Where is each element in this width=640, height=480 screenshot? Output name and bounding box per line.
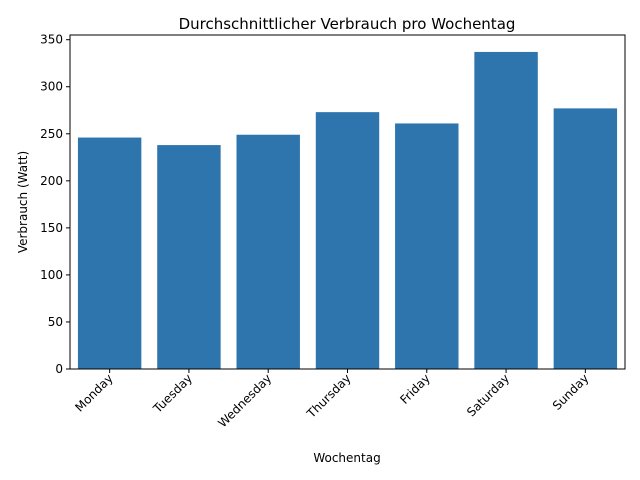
x-tick-label-saturday: Saturday [464,371,512,419]
x-axis: Monday Tuesday Wednesday Thursday Friday Satu… [72,369,591,430]
y-axis-label: Verbrauch (Watt) [16,151,30,253]
y-tick-label-300: 300 [40,80,63,94]
x-tick-label-tuesday: Tuesday [150,371,195,416]
y-tick-label-250: 250 [40,127,63,141]
bar-wednesday [236,134,300,369]
x-tick-label-thursday: Thursday [304,371,354,421]
bar-sunday [553,108,618,369]
bar-thursday [315,112,380,369]
bar-tuesday [157,145,221,369]
y-tick-label-0: 0 [55,362,63,376]
y-tick-label-200: 200 [40,174,63,188]
chart-title: Durchschnittlicher Verbrauch pro Wochent… [179,15,516,33]
bar-friday [395,123,459,369]
y-tick-label-100: 100 [40,268,63,282]
y-tick-label-150: 150 [40,221,63,235]
y-axis: 0 50 100 150 200 250 300 350 [40,33,70,376]
bars-group [77,51,618,369]
x-axis-label: Wochentag [313,451,380,465]
y-tick-label-350: 350 [40,33,63,47]
y-tick-label-50: 50 [48,315,63,329]
x-tick-label-monday: Monday [72,371,115,414]
x-tick-label-friday: Friday [397,371,433,407]
x-tick-label-sunday: Sunday [550,371,592,413]
plot-frame [69,34,626,370]
x-tick-label-wednesday: Wednesday [215,371,274,430]
bar-saturday [474,51,538,369]
bar-monday [77,137,142,369]
